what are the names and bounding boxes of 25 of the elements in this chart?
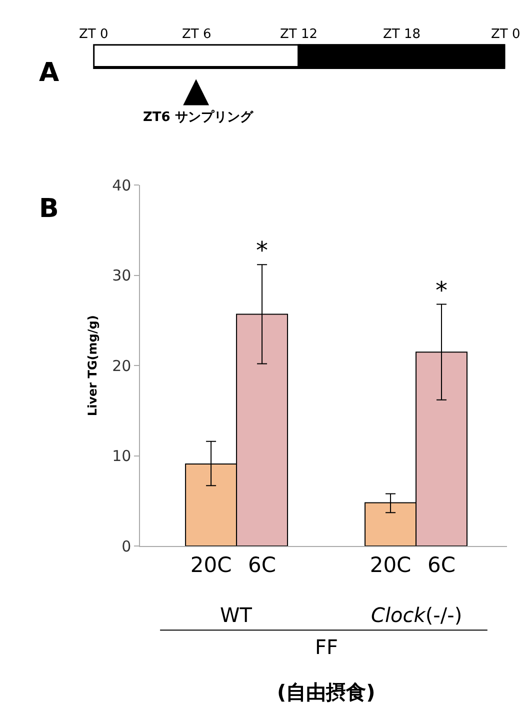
data-label: *	[436, 276, 448, 304]
x-tick-label: 20C	[370, 553, 412, 578]
y-tick-label: 0	[122, 537, 132, 556]
text: ZT 0	[79, 27, 108, 42]
x-tick-label: 6C	[248, 553, 276, 578]
text: ZT6 サンプリング	[143, 109, 254, 125]
text: ▲	[183, 70, 210, 110]
chart-title: B	[39, 194, 59, 224]
y-tick-label: 10	[112, 447, 132, 466]
text: Clock(-/-)	[371, 603, 462, 627]
text: WT	[220, 603, 253, 627]
y-tick-label: 30	[112, 266, 132, 285]
text: ZT 18	[383, 27, 421, 42]
text: ZT 6	[182, 27, 212, 42]
x-tick-label: 20C	[190, 553, 232, 578]
text: (自由摂食)	[277, 680, 376, 704]
y-tick-label: 40	[112, 176, 132, 194]
y-axis-title: Liver TG(mg/g)	[85, 315, 100, 416]
text: A	[39, 58, 60, 88]
text: FF	[315, 635, 338, 659]
text: ZT 0	[491, 27, 520, 42]
y-tick-label: 20	[112, 356, 132, 375]
x-tick-label: 6C	[428, 553, 456, 578]
data-label: *	[256, 236, 268, 265]
text: ZT 12	[280, 27, 318, 42]
